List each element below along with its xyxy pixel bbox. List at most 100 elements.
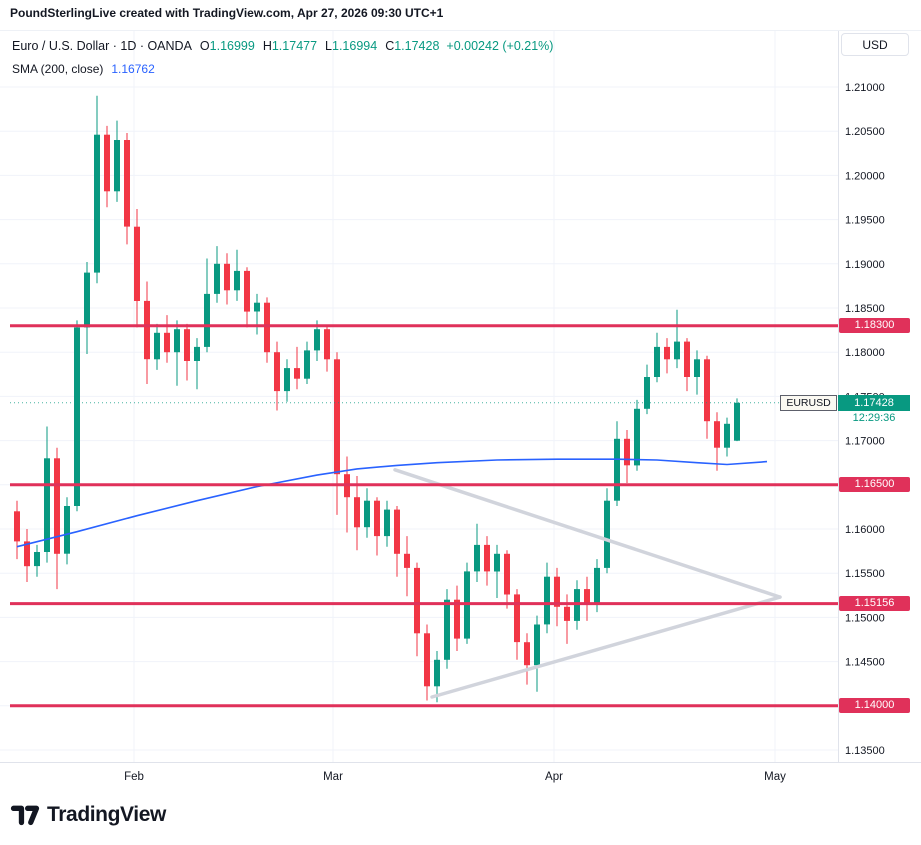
chart-grid (0, 30, 838, 762)
candle-body (704, 359, 710, 422)
candle-body (64, 506, 70, 554)
tradingview-logo[interactable]: TradingView (10, 801, 166, 828)
candle-body (494, 553, 500, 572)
candle-body (274, 352, 280, 392)
price-tick-label: 1.16500 (845, 480, 885, 492)
time-tick-label: Apr (545, 771, 563, 783)
candle-body (424, 633, 430, 687)
time-tick-label: Feb (124, 771, 144, 783)
ohlc-low: L1.16994 (325, 39, 377, 53)
candle-body (54, 458, 60, 554)
candle-body (244, 270, 250, 312)
candle-body (604, 500, 610, 568)
candle-body (74, 327, 80, 506)
candle-body (664, 346, 670, 360)
time-tick-label: May (764, 771, 786, 783)
ohlc-open: O1.16999 (200, 39, 255, 53)
candle-body (324, 329, 330, 360)
candle-body (684, 341, 690, 377)
low-label: L (325, 39, 332, 53)
price-tick-label: 1.18500 (845, 303, 885, 315)
candle-body (554, 576, 560, 607)
price-tick-label: 1.15000 (845, 612, 885, 624)
close-value: 1.17428 (394, 39, 440, 53)
candle-body (384, 509, 390, 537)
candle-body (14, 511, 20, 542)
horizontal-levels[interactable] (10, 324, 838, 708)
candle-body (394, 509, 400, 554)
ohlc-close: C1.17428 (385, 39, 439, 53)
tradingview-logo-icon (10, 805, 40, 826)
price-change: +0.00242 (+0.21%) (446, 39, 554, 53)
symbol-title[interactable]: Euro / U.S. Dollar · 1D · OANDA (12, 39, 192, 53)
candle-body (174, 329, 180, 353)
candle-body (334, 359, 340, 475)
tradingview-wordmark: TradingView (47, 802, 166, 826)
candle-body (714, 421, 720, 448)
candle-body (314, 329, 320, 351)
time-axis-scale[interactable]: Feb Mar Apr May (124, 771, 786, 783)
chart-legend: Euro / U.S. Dollar · 1D · OANDA O1.16999 H… (12, 37, 553, 76)
candle-body (624, 438, 630, 466)
candle-body (34, 552, 40, 567)
price-tick-label: 1.17000 (845, 436, 885, 448)
price-tick-label: 1.20500 (845, 126, 885, 138)
pattern-trendline[interactable] (430, 595, 782, 699)
ohlc-high: H1.17477 (263, 39, 317, 53)
candle-body (364, 500, 370, 528)
indicator-legend-row: SMA (200, close) 1.16762 (12, 62, 553, 76)
candle-body (214, 263, 220, 294)
candle-body (294, 368, 300, 379)
candle-body (544, 576, 550, 625)
symbol-legend-row: Euro / U.S. Dollar · 1D · OANDA O1.16999 H… (12, 37, 553, 55)
price-tick-label: 1.15500 (845, 568, 885, 580)
open-value: 1.16999 (209, 39, 255, 53)
candle-body (304, 350, 310, 379)
candle-body (474, 544, 480, 572)
candle-body (354, 497, 360, 528)
candle-body (164, 332, 170, 353)
candle-body (134, 226, 140, 301)
candle-body (374, 500, 380, 537)
candle-body (504, 553, 510, 595)
candle-body (654, 346, 660, 377)
candle-body (454, 599, 460, 639)
price-tick-label: 1.16000 (845, 524, 885, 536)
chart-attribution: PoundSterlingLive created with TradingVi… (10, 6, 444, 20)
candle-body (204, 293, 210, 347)
candle-body (124, 140, 130, 227)
candle-body (724, 423, 730, 448)
price-axis-scale[interactable]: 1.21000 1.20500 1.20000 1.19500 1.19000 1.185… (845, 82, 885, 757)
candlestick-series[interactable] (14, 95, 740, 703)
time-tick-label: Mar (323, 771, 343, 783)
price-tick-label: 1.13500 (845, 745, 885, 757)
axis-currency-button[interactable]: USD (841, 33, 909, 56)
candle-body (194, 346, 200, 361)
candle-body (184, 329, 190, 361)
candle-body (84, 272, 90, 328)
candle-body (24, 541, 30, 567)
candle-body (514, 594, 520, 643)
indicator-title[interactable]: SMA (200, close) (12, 62, 104, 76)
candle-body (144, 300, 150, 360)
pattern-trendline[interactable] (393, 468, 782, 599)
price-tick-label: 1.19500 (845, 215, 885, 227)
sma-200-line[interactable] (16, 458, 768, 548)
candle-body (284, 368, 290, 392)
candle-body (114, 140, 120, 192)
candle-body (254, 302, 260, 312)
low-value: 1.16994 (332, 39, 378, 53)
candle-body (234, 270, 240, 291)
candle-body (154, 332, 160, 360)
triangle-pattern[interactable] (393, 468, 782, 699)
candle-body (404, 553, 410, 568)
candle-body (534, 624, 540, 666)
candle-body (414, 567, 420, 634)
close-label: C (385, 39, 395, 53)
price-tick-label: 1.14000 (845, 701, 885, 713)
candle-body (524, 642, 530, 666)
candle-body (614, 438, 620, 501)
candle-body (734, 402, 740, 441)
